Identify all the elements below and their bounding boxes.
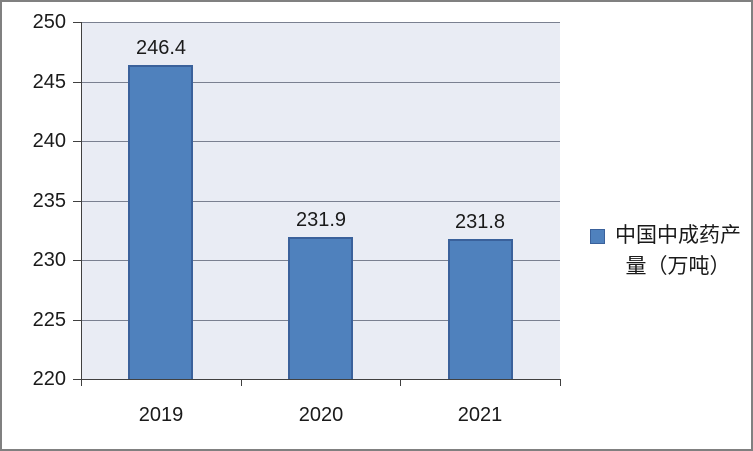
y-axis-label: 220	[32, 368, 66, 390]
y-axis-label: 225	[32, 309, 66, 331]
y-axis-tick	[73, 260, 81, 261]
x-axis-label: 2019	[138, 404, 184, 426]
y-axis-line	[81, 22, 82, 379]
x-axis-label: 2021	[457, 404, 503, 426]
legend-marker-icon	[590, 229, 605, 244]
y-axis-tick	[73, 82, 81, 83]
y-axis-label: 245	[32, 71, 66, 93]
y-axis-tick	[73, 141, 81, 142]
y-axis-label: 235	[32, 190, 66, 212]
bar-data-label: 231.8	[454, 211, 506, 233]
y-axis-label: 230	[32, 249, 66, 271]
y-axis-label: 240	[32, 130, 66, 152]
y-axis-tick	[73, 22, 81, 23]
x-axis-label: 2020	[298, 404, 344, 426]
x-axis-tick	[400, 379, 401, 386]
y-axis-label: 250	[32, 11, 66, 33]
gridline	[81, 82, 560, 83]
gridline	[81, 22, 560, 23]
gridline	[81, 201, 560, 202]
bar	[128, 65, 193, 379]
bar	[288, 237, 353, 379]
legend-label: 中国中成药产量（万吨）	[615, 224, 741, 278]
bar-data-label: 231.9	[295, 209, 347, 231]
x-axis-tick	[241, 379, 242, 386]
legend: 中国中成药产量（万吨）	[590, 220, 747, 282]
bar-data-label: 246.4	[135, 37, 187, 59]
y-axis-tick	[73, 379, 81, 380]
gridline	[81, 141, 560, 142]
x-axis-tick	[81, 379, 82, 386]
y-axis-tick	[73, 201, 81, 202]
y-axis-tick	[73, 320, 81, 321]
bar	[448, 239, 513, 379]
x-axis-line	[81, 379, 561, 380]
x-axis-tick	[560, 379, 561, 386]
